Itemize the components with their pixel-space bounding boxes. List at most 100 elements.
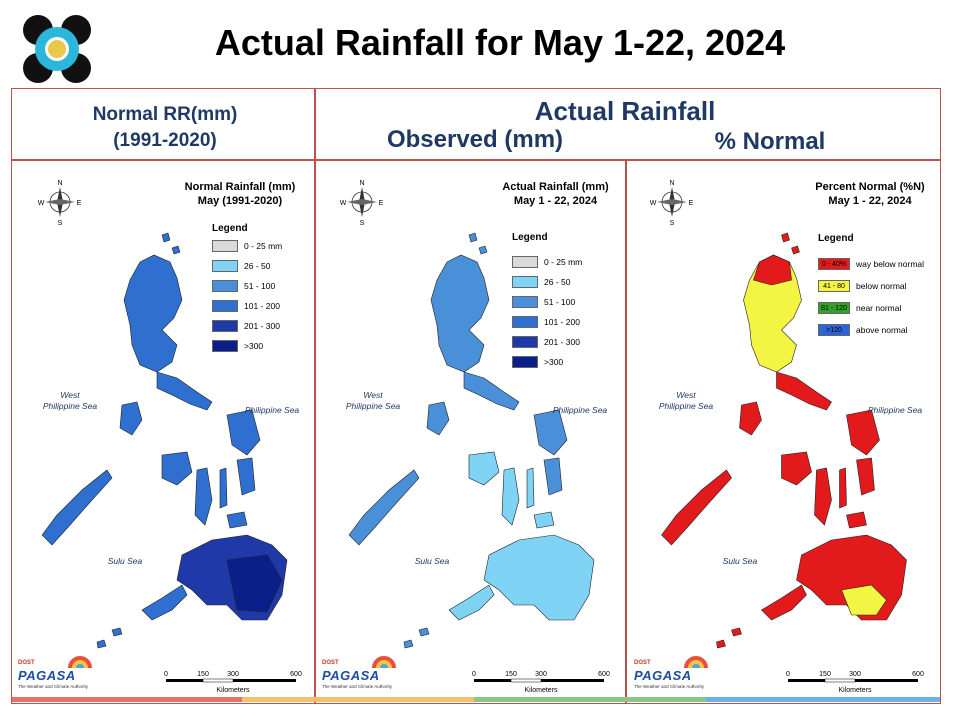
island-shape <box>753 254 792 286</box>
island-shape <box>219 467 228 509</box>
sea-label-west: West Philippine Sea <box>658 390 714 411</box>
legend-swatch <box>512 316 538 328</box>
rainbow-umbrella-icon <box>684 656 708 668</box>
header-left-box <box>11 88 316 161</box>
header-actual-rainfall: Actual Rainfall <box>534 96 716 126</box>
legend-label: 26 - 50 <box>244 261 271 271</box>
philippines-landmass <box>41 232 288 649</box>
svg-text:150: 150 <box>505 671 517 678</box>
sea-label-west: West Philippine Sea <box>345 390 401 411</box>
island-shape <box>761 584 807 621</box>
svg-text:E: E <box>77 200 82 207</box>
svg-text:E: E <box>379 200 384 207</box>
island-shape <box>743 254 802 373</box>
svg-text:N: N <box>359 180 364 187</box>
island-shape <box>111 627 123 637</box>
island-shape <box>526 467 535 509</box>
map-title-line2: May (1991-2020) <box>197 195 283 207</box>
svg-text:0: 0 <box>786 671 790 678</box>
svg-text:Kilometers: Kilometers <box>524 687 558 694</box>
island-shape <box>161 451 193 486</box>
legend-swatch <box>212 300 238 312</box>
island-shape <box>543 457 563 496</box>
island-shape <box>716 639 726 649</box>
pagasa-badge: DOST PAGASA The Weather and Climate Auth… <box>322 656 402 696</box>
legend-label: 0 - 25 mm <box>244 241 283 251</box>
island-shape <box>739 401 762 436</box>
sea-label-sulu: Sulu Sea <box>107 556 143 566</box>
sea-label-east: Philippine Sea <box>244 405 300 415</box>
legend-swatch <box>212 240 238 252</box>
svg-text:300: 300 <box>535 671 547 678</box>
header-right-box <box>314 88 941 161</box>
map-title-line1: Actual Rainfall (mm) <box>502 181 609 193</box>
footer-color-stripe <box>12 697 940 702</box>
island-shape <box>418 627 430 637</box>
island-shape <box>171 245 181 255</box>
sea-label-sulu: Sulu Sea <box>414 556 450 566</box>
island-shape <box>781 232 790 243</box>
svg-text:0: 0 <box>164 671 168 678</box>
page-title: Actual Rainfall for May 1-22, 2024 <box>214 22 786 63</box>
svg-text:S: S <box>670 220 675 226</box>
svg-text:300: 300 <box>227 671 239 678</box>
map-normal <box>41 232 288 649</box>
legend-title: Legend <box>818 233 854 244</box>
legend-swatch: 41 - 80 <box>818 280 850 292</box>
legend-swatch <box>512 296 538 308</box>
island-shape <box>426 401 450 436</box>
island-shape <box>463 371 520 411</box>
island-shape <box>846 409 880 456</box>
pagasa-badge: DOST PAGASA The Weather and Climate Auth… <box>18 656 98 696</box>
legend-swatch: 81 - 120 <box>818 302 850 314</box>
island-shape <box>161 232 171 243</box>
island-shape <box>731 627 742 637</box>
map-title-line1: Normal Rainfall (mm) <box>184 181 296 193</box>
island-shape <box>483 534 595 621</box>
map-actual <box>348 232 595 649</box>
rainbow-umbrella-icon <box>372 656 396 668</box>
island-shape <box>661 469 732 546</box>
legend-swatch <box>212 280 238 292</box>
svg-text:Kilometers: Kilometers <box>838 687 872 694</box>
panel-percent <box>625 159 941 704</box>
compass-rose-icon: N S W E <box>340 180 384 226</box>
philippines-landmass <box>661 232 907 649</box>
sea-label-east: Philippine Sea <box>552 405 608 415</box>
legend-label: 51 - 100 <box>544 297 576 307</box>
legend-title: Legend <box>512 232 548 243</box>
legend-label: 26 - 50 <box>544 277 571 287</box>
legend-label: 101 - 200 <box>544 317 580 327</box>
header-observed: Observed (mm) <box>386 126 564 153</box>
svg-text:150: 150 <box>197 671 209 678</box>
svg-text:E: E <box>689 200 694 207</box>
island-shape <box>194 467 213 526</box>
island-shape <box>478 245 488 255</box>
island-shape <box>468 232 478 243</box>
island-shape <box>533 409 568 456</box>
svg-text:N: N <box>57 180 62 187</box>
legend-label: way below normal <box>856 259 925 269</box>
legend-swatch: >120 <box>818 324 850 336</box>
island-shape <box>448 584 495 621</box>
island-shape <box>156 371 213 411</box>
island-shape <box>348 469 420 546</box>
island-shape <box>841 584 887 616</box>
map-percent <box>661 232 907 649</box>
island-shape <box>501 467 520 526</box>
svg-text:600: 600 <box>912 671 924 678</box>
philippines-landmass <box>348 232 595 649</box>
scale-bar: 0 150 300 600 Kilometers <box>164 671 302 694</box>
header-normal-label: Normal RR(mm) <box>92 104 238 125</box>
header-normal-period: (1991-2020) <box>113 130 217 151</box>
dost-pagasa-logo <box>22 14 92 84</box>
panel-normal <box>11 159 316 704</box>
legend-label: 101 - 200 <box>244 301 280 311</box>
legend-swatch <box>512 356 538 368</box>
svg-text:W: W <box>38 200 45 207</box>
island-shape <box>814 467 832 526</box>
svg-text:W: W <box>340 200 347 207</box>
sea-label-east: Philippine Sea <box>867 405 923 415</box>
island-shape <box>226 554 283 613</box>
island-shape <box>468 451 500 486</box>
